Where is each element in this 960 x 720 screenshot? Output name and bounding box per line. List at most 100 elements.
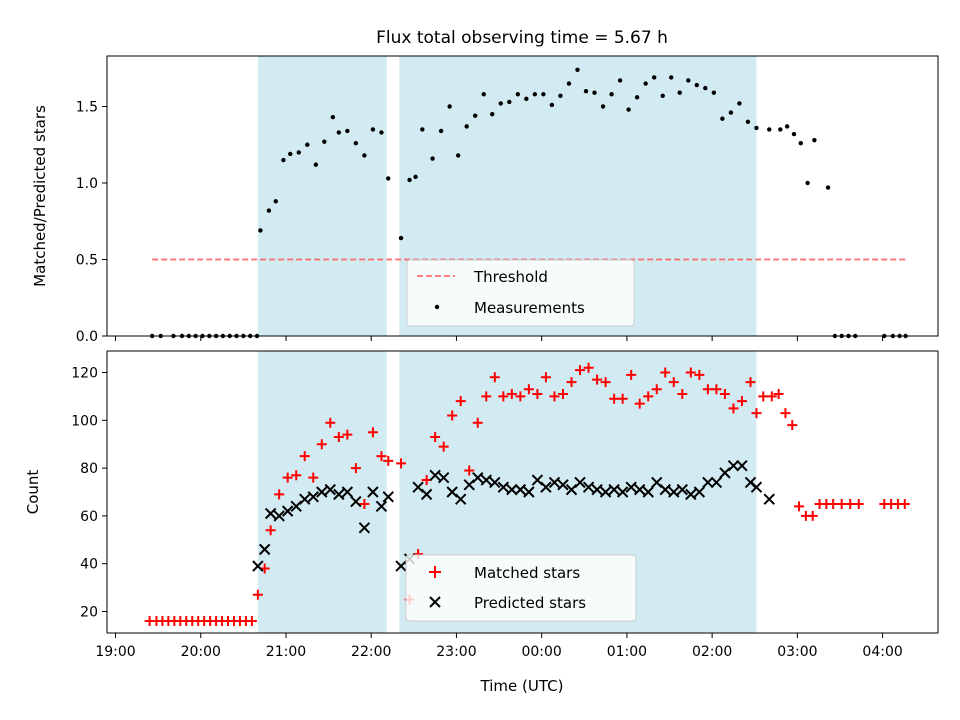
predicted-star-point xyxy=(616,486,629,498)
matched-star-point xyxy=(899,498,910,509)
measurement-point xyxy=(379,130,384,135)
matched-star-point xyxy=(836,498,847,509)
matched-star-point xyxy=(430,432,441,443)
matched-star-point xyxy=(472,417,483,428)
predicted-star-point xyxy=(591,483,603,496)
measurement-point xyxy=(370,127,376,132)
predicted-star-point xyxy=(668,486,680,498)
measurement-point xyxy=(407,177,412,183)
predicted-star-point xyxy=(540,481,552,493)
x-axis-label: Time (UTC) xyxy=(480,677,564,695)
measurement-point xyxy=(745,119,751,124)
x-tick-label: 22:00 xyxy=(351,644,391,660)
measurement-point xyxy=(322,139,327,144)
y-tick-label: 60 xyxy=(80,509,98,525)
measurement-point xyxy=(515,92,521,97)
matched-star-point xyxy=(745,377,756,388)
matched-star-point xyxy=(773,389,784,400)
predicted-star-point xyxy=(548,476,561,489)
measurement-point xyxy=(481,92,486,97)
bottom-legend-box xyxy=(405,554,637,622)
matched-star-point xyxy=(308,472,319,483)
measurement-point xyxy=(805,180,810,186)
bottom-x-ticks: 19:00 20:00 21:00 22:00 23:00 00:00 01:00 02:00… xyxy=(95,633,903,660)
x-tick-label: 20:00 xyxy=(181,644,221,660)
matched-star-point xyxy=(766,391,777,402)
matched-star-point xyxy=(532,389,543,400)
predicted-star-point xyxy=(727,460,740,472)
bottom-y-axis-label: Count xyxy=(24,470,42,515)
measurement-point xyxy=(583,88,589,94)
measurement-point xyxy=(258,228,263,233)
measurement-point xyxy=(296,150,301,155)
matched-star-point xyxy=(506,389,517,400)
predicted-star-point xyxy=(333,488,345,501)
measurement-point xyxy=(273,199,278,204)
predicted-star-point xyxy=(710,476,723,489)
matched-stars-series xyxy=(144,362,910,627)
matched-star-point xyxy=(694,369,705,380)
predicted-star-point xyxy=(367,486,379,498)
measurement-point xyxy=(313,162,319,167)
predicted-star-point xyxy=(633,483,646,496)
predicted-legend-label: Predicted stars xyxy=(474,594,586,612)
top-x-ticks xyxy=(115,336,884,341)
measurement-point xyxy=(345,128,350,134)
matched-legend-label: Matched stars xyxy=(474,564,580,582)
predicted-star-point xyxy=(574,476,586,489)
matched-star-point xyxy=(758,391,769,402)
matched-star-point xyxy=(367,427,378,438)
predicted-star-point xyxy=(514,483,527,496)
predicted-star-point xyxy=(693,486,706,498)
measurement-point xyxy=(386,176,391,181)
predicted-star-point xyxy=(350,495,362,508)
matched-star-point xyxy=(464,465,475,476)
measurement-point xyxy=(791,131,797,137)
measurement-point xyxy=(336,130,342,135)
predicted-star-point xyxy=(299,493,311,505)
measurement-point xyxy=(455,153,461,158)
threshold-legend-label: Threshold xyxy=(473,268,548,286)
matched-legend-swatch xyxy=(429,566,441,578)
measurement-point xyxy=(778,127,783,132)
predicted-star-point xyxy=(273,510,285,522)
predicted-star-point xyxy=(281,505,294,517)
measurement-point xyxy=(592,90,597,95)
matched-star-point xyxy=(376,451,387,462)
measurement-point xyxy=(472,113,478,118)
matched-star-point xyxy=(685,367,696,378)
measurement-point xyxy=(703,85,708,91)
x-tick-label: 21:00 xyxy=(266,644,306,660)
predicted-legend-swatch xyxy=(429,596,441,608)
x-tick-label: 04:00 xyxy=(862,644,902,660)
top-legend-box xyxy=(406,259,635,327)
matched-star-point xyxy=(751,408,762,419)
matched-star-point xyxy=(828,498,839,509)
y-tick-label: 1.0 xyxy=(76,176,98,192)
predicted-star-point xyxy=(642,486,654,498)
y-tick-label: 100 xyxy=(71,413,98,429)
measurement-point xyxy=(798,141,803,146)
measurement-point xyxy=(737,101,742,106)
predicted-star-point xyxy=(582,481,595,493)
matched-star-point xyxy=(660,367,671,378)
matched-star-point xyxy=(853,498,864,509)
predicted-star-point xyxy=(497,481,510,493)
measurement-point xyxy=(490,111,495,117)
measurement-point xyxy=(634,95,640,100)
top-y-ticks: 0.0 0.5 1.0 1.5 xyxy=(76,99,107,345)
y-tick-label: 1.5 xyxy=(76,99,98,115)
top-panel: 0.0 0.5 1.0 1.5 Matched/Predicted stars Thr… xyxy=(31,55,939,345)
measurement-point xyxy=(447,104,452,109)
top-y-axis-label: Matched/Predicted stars xyxy=(31,105,49,287)
y-tick-label: 40 xyxy=(80,557,98,573)
predicted-star-point xyxy=(523,486,535,498)
predicted-star-point xyxy=(506,483,518,496)
measurement-point xyxy=(720,116,725,121)
measurement-point xyxy=(825,185,831,190)
measurement-point xyxy=(420,127,425,132)
bottom-panel: 20 40 60 80 100 120 19:00 20:00 21:00 22:00 23:00… xyxy=(24,350,939,695)
matched-star-point xyxy=(342,429,353,440)
matched-star-point xyxy=(617,393,628,404)
measurement-point xyxy=(686,78,691,83)
